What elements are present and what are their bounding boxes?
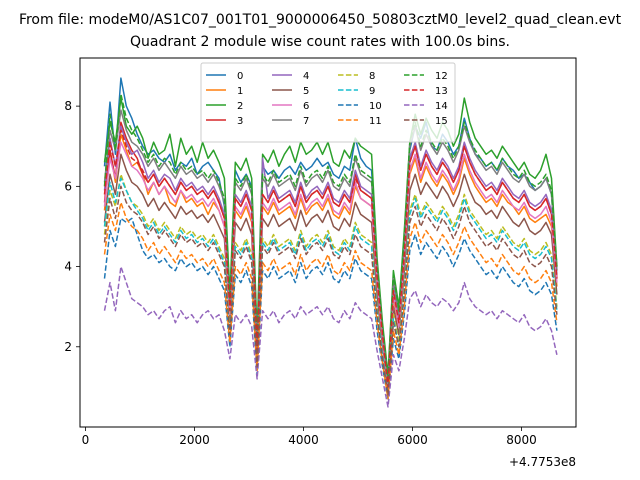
series-line-8 xyxy=(103,173,558,396)
ticks-layer: 0 2000 4000 6000 8000 2 4 6 8 xyxy=(64,99,536,447)
legend-label-9: 9 xyxy=(369,86,375,97)
axes-frame xyxy=(79,57,577,428)
legend-label-14: 14 xyxy=(435,101,448,112)
series-line-5 xyxy=(103,153,558,392)
series-line-15 xyxy=(103,185,558,396)
legend-label-13: 13 xyxy=(435,86,448,97)
figure-suptitle: From file: modeM0/AS1C07_001T01_90000064… xyxy=(18,12,622,28)
series-line-4 xyxy=(103,125,558,384)
series-layer xyxy=(103,77,558,408)
series-line-7 xyxy=(103,109,558,384)
series-line-13 xyxy=(103,129,558,388)
chart-title: Quadrant 2 module wise count rates with … xyxy=(130,34,510,50)
y-tick-label: 4 xyxy=(64,260,72,274)
legend-label-4: 4 xyxy=(303,71,309,82)
legend-label-6: 6 xyxy=(303,101,309,112)
legend-label-0: 0 xyxy=(237,71,243,82)
x-tick-label: 6000 xyxy=(397,433,428,447)
y-tick-label: 6 xyxy=(64,179,72,193)
x-tick-label: 4000 xyxy=(288,433,319,447)
series-line-10 xyxy=(103,217,558,400)
legend-label-1: 1 xyxy=(237,86,243,97)
legend-label-8: 8 xyxy=(369,71,375,82)
series-line-6 xyxy=(103,141,558,388)
legend-label-5: 5 xyxy=(303,86,309,97)
legend-label-3: 3 xyxy=(237,116,243,127)
x-tick-label: 8000 xyxy=(506,433,537,447)
series-line-9 xyxy=(103,177,558,396)
legend-box xyxy=(200,62,456,143)
legend-label-7: 7 xyxy=(303,116,309,127)
legend-label-10: 10 xyxy=(369,101,382,112)
series-line-11 xyxy=(103,201,558,400)
y-tick-label: 8 xyxy=(64,99,72,113)
legend-label-2: 2 xyxy=(237,101,243,112)
legend-label-12: 12 xyxy=(435,71,448,82)
series-line-12 xyxy=(103,93,558,380)
x-tick-label: 2000 xyxy=(179,433,210,447)
x-tick-label: 0 xyxy=(82,433,90,447)
y-tick-label: 2 xyxy=(64,340,72,354)
series-line-2 xyxy=(103,97,558,376)
legend-label-11: 11 xyxy=(369,116,382,127)
legend-label-15: 15 xyxy=(435,116,448,127)
series-line-14 xyxy=(103,265,558,408)
x-axis-offset-label: +4.7753e8 xyxy=(509,455,576,469)
